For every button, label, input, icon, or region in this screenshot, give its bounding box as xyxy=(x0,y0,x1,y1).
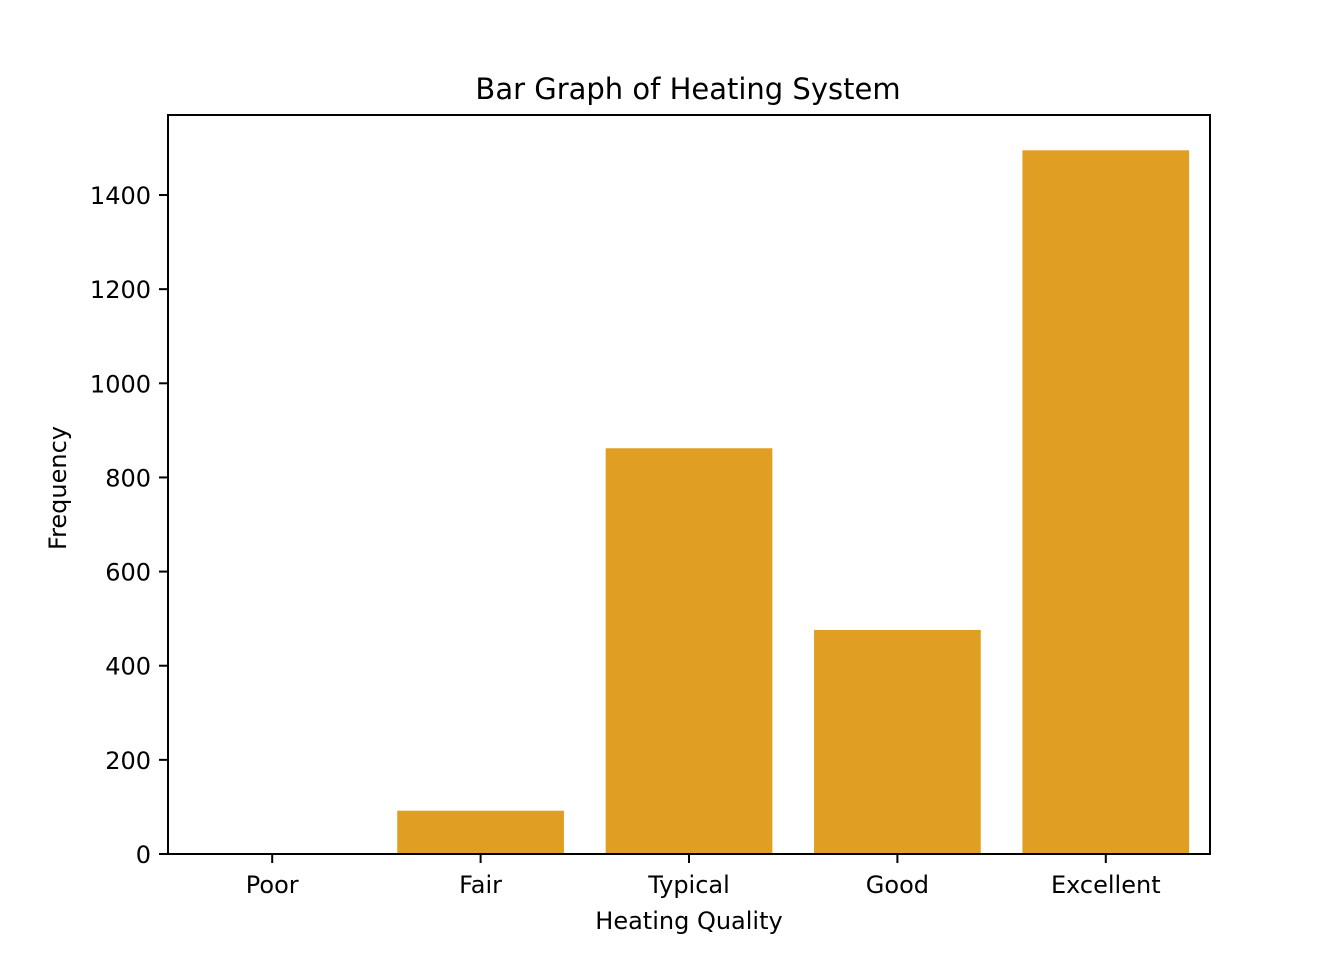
chart-title: Bar Graph of Heating System xyxy=(475,72,900,106)
bar-good xyxy=(814,629,981,854)
x-tick-label: Excellent xyxy=(1051,871,1161,899)
y-axis: 0 200 400 600 800 1000 1200 1400 xyxy=(90,182,168,869)
y-tick-label: 1000 xyxy=(90,370,151,398)
x-axis-label: Heating Quality xyxy=(595,907,782,935)
bars-group xyxy=(188,150,1190,855)
y-axis-label: Frequency xyxy=(44,426,72,550)
y-tick-label: 1400 xyxy=(90,182,151,210)
y-tick-label: 600 xyxy=(105,559,151,587)
y-tick-label: 800 xyxy=(105,464,151,492)
y-tick-label: 0 xyxy=(136,841,151,869)
x-tick-label: Typical xyxy=(647,871,730,899)
x-tick-label: Poor xyxy=(246,871,299,899)
y-tick-label: 400 xyxy=(105,653,151,681)
x-tick-label: Fair xyxy=(459,871,502,899)
x-axis: Poor Fair Typical Good Excellent xyxy=(246,854,1161,899)
bar-typical xyxy=(605,448,773,854)
y-tick-label: 200 xyxy=(105,747,151,775)
bar-excellent xyxy=(1022,150,1190,855)
bar-fair xyxy=(397,810,564,854)
y-tick-label: 1200 xyxy=(90,276,151,304)
x-tick-label: Good xyxy=(866,871,929,899)
